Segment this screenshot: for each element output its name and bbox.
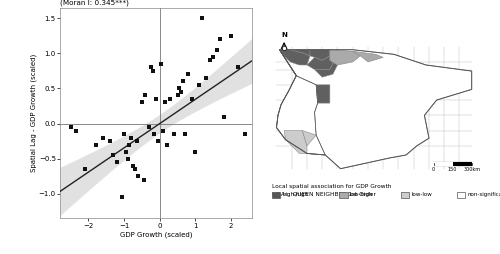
Text: 0: 0 [432,167,435,172]
Point [72,129,80,133]
Point [216,37,224,41]
Text: non-significant: non-significant [468,192,500,197]
Point [150,132,158,136]
Polygon shape [307,56,333,70]
Point [161,100,169,105]
Point [166,97,174,101]
Point [206,58,214,62]
Text: 300km: 300km [463,167,480,172]
Point [180,132,188,136]
Point [127,136,135,140]
Y-axis label: Spatial Lag - GDP Growth (scaled): Spatial Lag - GDP Growth (scaled) [31,54,38,172]
Polygon shape [290,50,310,56]
Point [176,86,184,90]
Point [220,115,228,119]
Point [92,142,100,147]
Text: low-high: low-high [350,192,374,197]
Polygon shape [284,131,307,153]
Polygon shape [276,50,471,169]
Point [158,62,166,66]
Point [113,160,121,164]
Polygon shape [276,50,326,155]
Point [188,97,196,101]
Text: 150: 150 [448,167,458,172]
Bar [457,192,465,198]
Point [212,48,220,52]
Polygon shape [280,50,310,65]
Point [147,65,155,69]
Point [148,69,156,73]
Point [110,153,118,157]
Point [241,132,249,136]
Point [122,150,130,154]
Polygon shape [330,50,360,65]
Text: Local spatial association for GDP Growth: Local spatial association for GDP Growth [272,184,392,189]
Polygon shape [302,131,316,146]
Text: high-high: high-high [282,192,308,197]
Point [198,16,206,20]
Bar [401,192,409,198]
Point [106,139,114,143]
Text: Global spatial association
for GDP Growth
(Moran I: 0.345***): Global spatial association for GDP Growt… [60,0,152,6]
Text: LISA :: QUEEN NEIGHBRS 1st Order: LISA :: QUEEN NEIGHBRS 1st Order [272,192,376,197]
Text: low-low: low-low [412,192,432,197]
Point [170,132,178,136]
Point [140,178,147,182]
Point [131,167,139,171]
Point [126,142,134,147]
Point [160,129,168,133]
Point [152,97,160,101]
Polygon shape [352,51,383,62]
Polygon shape [316,85,330,103]
Point [98,136,106,140]
Point [134,174,142,178]
Point [179,79,187,83]
Point [138,100,146,105]
Point [118,195,126,199]
Point [132,139,140,143]
Point [184,72,192,76]
Point [81,167,89,171]
Point [227,34,235,38]
Polygon shape [310,50,330,60]
Point [66,125,74,129]
Point [209,55,217,59]
Text: N: N [281,32,287,38]
Point [163,142,171,147]
Point [142,93,150,98]
Point [154,139,162,143]
Point [145,125,153,129]
Point [174,93,182,98]
Point [124,157,132,161]
Polygon shape [314,56,338,77]
Point [192,150,200,154]
X-axis label: GDP Growth (scaled): GDP Growth (scaled) [120,231,192,238]
Point [202,76,210,80]
Point [120,132,128,136]
Bar [272,192,280,198]
Bar [340,192,347,198]
Point [195,83,203,87]
Point [177,90,185,94]
Point [129,164,137,168]
Point [234,65,242,69]
